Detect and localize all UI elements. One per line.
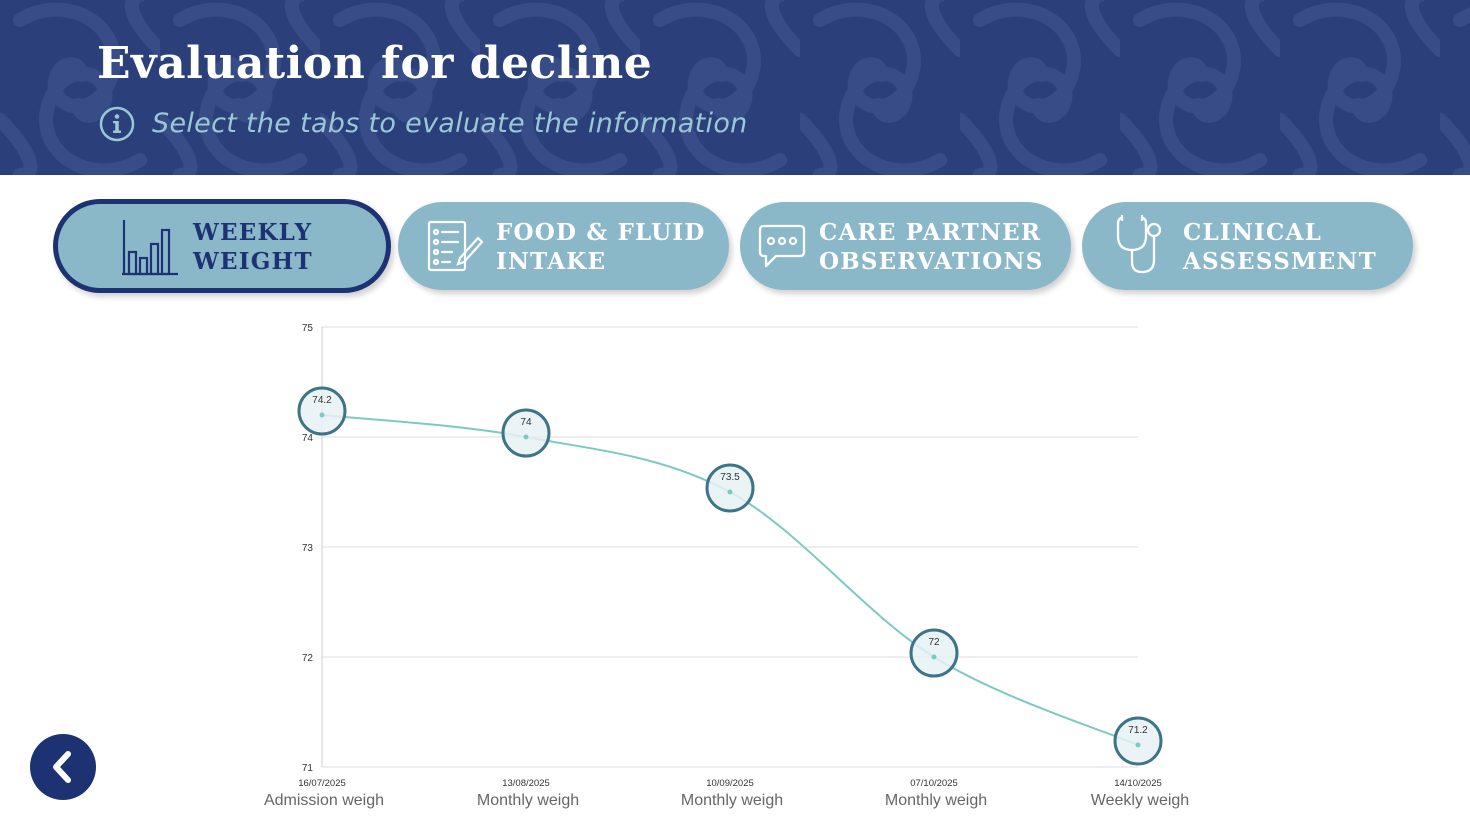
x-tick-label: Monthly weigh (885, 792, 987, 809)
y-tick-label: 71 (302, 763, 314, 774)
chevron-left-icon (53, 751, 71, 783)
stethoscope-icon (1116, 214, 1162, 274)
page-title: Evaluation for decline (97, 38, 653, 89)
data-label: 74 (520, 417, 532, 428)
data-point (727, 489, 733, 495)
back-button[interactable] (30, 734, 96, 800)
x-tick-date: 16/07/2025 (298, 778, 346, 789)
tab-label: CLINICAL ASSESSMENT (1183, 219, 1377, 275)
data-label: 73.5 (720, 472, 740, 483)
x-tick-date: 10/09/2025 (706, 778, 754, 789)
x-tick-date: 14/10/2025 (1114, 778, 1162, 789)
speech-bubble-icon (758, 224, 806, 268)
x-tick-label: Admission weigh (264, 792, 384, 809)
data-point (523, 434, 529, 440)
x-tick-date: 13/08/2025 (502, 778, 550, 789)
tab-label: FOOD & FLUID INTAKE (496, 219, 706, 275)
x-tick-date: 07/10/2025 (910, 778, 958, 789)
info-icon (99, 106, 135, 142)
tab-label: WEEKLY WEIGHT (193, 219, 313, 275)
data-point-marker (705, 463, 755, 513)
tab-clinical-assessment[interactable]: CLINICAL ASSESSMENT (1082, 202, 1413, 290)
y-tick-label: 73 (302, 543, 314, 554)
x-tick-label: Weekly weigh (1091, 792, 1189, 809)
y-tick-label: 74 (302, 433, 314, 444)
data-label: 74.2 (312, 395, 332, 406)
x-tick-label: Monthly weigh (477, 792, 579, 809)
data-point-marker (501, 408, 551, 458)
tab-weekly-weight[interactable]: WEEKLY WEIGHT (53, 199, 391, 293)
data-point-marker (909, 628, 959, 678)
x-tick-label: Monthly weigh (681, 792, 783, 809)
y-tick-label: 72 (302, 653, 314, 664)
tab-food-fluid-intake[interactable]: FOOD & FLUID INTAKE (398, 202, 729, 290)
tab-care-partner-observations[interactable]: CARE PARTNER OBSERVATIONS (740, 202, 1071, 290)
y-tick-label: 75 (302, 323, 314, 334)
tab-label: CARE PARTNER OBSERVATIONS (819, 219, 1044, 275)
bar-chart-icon (122, 220, 178, 276)
instruction-text: Select the tabs to evaluate the informat… (152, 108, 748, 139)
data-label: 71.2 (1128, 725, 1148, 736)
header-banner: Evaluation for decline Select the tabs t… (0, 0, 1470, 175)
data-point-marker (1113, 716, 1163, 766)
data-point-marker (297, 386, 347, 436)
checklist-icon (427, 220, 484, 272)
data-point (931, 654, 937, 660)
data-label: 72 (928, 637, 940, 648)
data-point (319, 412, 325, 418)
koru-pattern-background (0, 0, 1470, 175)
data-point (1135, 742, 1141, 748)
